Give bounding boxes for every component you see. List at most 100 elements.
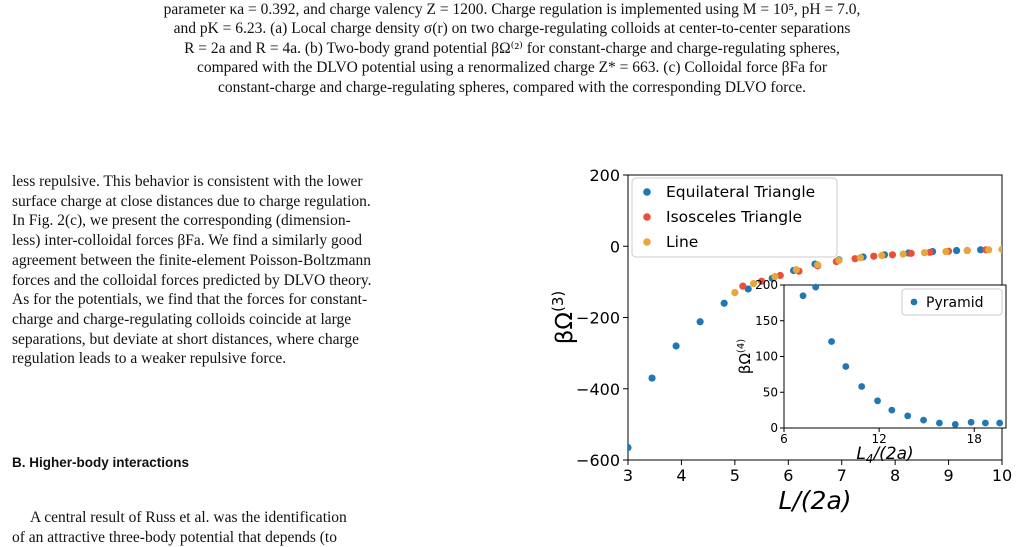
legend-box — [631, 177, 838, 258]
body-line: In Fig. 2(c), we present the correspondi… — [12, 212, 351, 230]
figure-caption: parameter κa = 0.392, and charge valency… — [14, 0, 1010, 97]
data-point — [985, 246, 993, 254]
legend-marker — [643, 188, 651, 196]
body-paragraph-2: A central result of Russ et al. was the … — [12, 508, 512, 547]
data-point — [814, 261, 822, 269]
caption-line: compared with the DLVO potential using a… — [197, 59, 827, 77]
inset-data-point — [842, 363, 850, 370]
data-point — [998, 245, 1002, 254]
body-line: less repulsive. This behavior is consist… — [12, 173, 363, 190]
inset-data-point — [996, 419, 1004, 427]
data-point — [851, 255, 859, 263]
data-point — [771, 272, 779, 281]
inset-data-point — [812, 283, 820, 291]
data-point — [952, 246, 961, 255]
data-point — [757, 277, 766, 285]
three-body-potential-chart: 3 4 5 6 7 8 9 10 −600 −400 −200 0 200 L/(2a) βΩ(3) Equi… — [549, 166, 1012, 515]
data-point — [672, 342, 680, 350]
y-tick-label: 0 — [610, 237, 620, 256]
legend-label: Isosceles Triangle — [666, 208, 802, 226]
inset-legend-box — [901, 288, 1003, 316]
y-tick-label: −600 — [576, 451, 620, 470]
caption-line: and pK = 6.23. (a) Local charge density … — [173, 20, 851, 38]
data-points — [628, 245, 1002, 452]
x-tick-label: 9 — [943, 466, 953, 485]
data-point — [696, 318, 704, 326]
inset-x-axis-label-rest: /(2a) — [871, 444, 913, 464]
data-point — [792, 266, 800, 274]
data-point — [977, 246, 985, 254]
legend-marker — [643, 238, 651, 246]
legend-marker — [643, 213, 651, 221]
data-point — [628, 443, 632, 452]
y-tick-label: 200 — [589, 166, 620, 185]
x-tick-label: 3 — [623, 466, 633, 485]
body-line: of an attractive three-body potential th… — [12, 528, 337, 546]
data-point — [907, 249, 915, 257]
legend-label: Line — [666, 233, 698, 251]
inset-y-axis-label-superscript: (4) — [736, 339, 747, 353]
body-line: charge and charge-regulating colloids co… — [12, 310, 352, 328]
data-point — [920, 249, 929, 257]
inset-data-point — [951, 421, 959, 428]
caption-line: R = 2a and R = 4a. (b) Two-body grand po… — [184, 39, 840, 57]
inset-y-tick-label: 150 — [755, 314, 778, 328]
inset-x-axis-label-subscript: 4 — [866, 452, 874, 466]
inset-x-tick-label: 12 — [872, 432, 887, 446]
x-tick-label: 4 — [676, 466, 686, 485]
inset-y-tick-label: 50 — [763, 385, 778, 399]
data-point — [856, 254, 865, 262]
legend-label: Equilateral Triangle — [666, 183, 815, 201]
data-point — [648, 374, 656, 382]
x-tick-label: 8 — [890, 466, 900, 485]
x-tick-label: 10 — [992, 466, 1012, 485]
inset-x-axis-label: L4/(2a) — [856, 444, 913, 466]
caption-line: constant-charge and charge-regulating sp… — [217, 78, 807, 96]
y-tick-label: −200 — [576, 309, 620, 328]
data-point — [744, 285, 752, 293]
y-axis-label: βΩ(3) — [549, 291, 578, 345]
inset-data-point — [967, 418, 975, 426]
data-point — [888, 251, 897, 259]
body-line: forces and the colloidal forces predicte… — [12, 271, 372, 289]
y-tick-label: −400 — [576, 380, 620, 399]
inset-data-points — [799, 283, 1004, 428]
caption-line: parameter κa = 0.392, and charge valency… — [163, 1, 861, 18]
section-heading: B. Higher-body interactions — [12, 455, 190, 470]
inset-data-point — [874, 397, 881, 405]
inset-data-point — [799, 292, 807, 300]
inset-y-tick-label: 100 — [755, 350, 778, 364]
y-axis-label-superscript: (3) — [549, 291, 567, 312]
inset-data-point — [888, 406, 896, 414]
body-line: As for the potentials, we find that the … — [12, 291, 368, 309]
body-line: separations, but deviate at short distan… — [12, 330, 360, 348]
body-line: less) inter-colloidal forces βFa. We fin… — [12, 232, 362, 250]
data-point — [963, 246, 971, 255]
inset-x-tick-label: 6 — [780, 432, 788, 446]
inset-data-point — [920, 416, 927, 424]
body-line: agreement between the finite-element Poi… — [12, 251, 371, 269]
data-point — [878, 251, 886, 260]
inset-y-tick-label: 200 — [755, 278, 778, 292]
data-point — [749, 280, 758, 288]
data-point — [739, 282, 747, 290]
x-tick-label: 7 — [837, 466, 847, 485]
body-line: A central result of Russ et al. was the … — [30, 509, 347, 526]
inset-y-axis-label: βΩ(4) — [736, 339, 754, 374]
x-tick-label: 5 — [730, 466, 740, 485]
data-point — [835, 256, 843, 265]
x-axis-label: L/(2a) — [778, 486, 851, 515]
inset-data-point — [904, 412, 912, 420]
inset-data-point — [828, 338, 835, 345]
data-point — [870, 252, 878, 260]
inset-data-point — [981, 419, 989, 427]
data-point — [926, 248, 934, 256]
inset-legend-label: Pyramid — [926, 295, 983, 311]
body-paragraph: less repulsive. This behavior is consist… — [12, 172, 512, 369]
x-tick-label: 6 — [783, 466, 793, 485]
data-point — [720, 299, 728, 307]
inset-legend-marker — [910, 298, 918, 306]
data-point — [899, 250, 907, 258]
body-line: regulation leads to a weaker repulsive f… — [12, 350, 287, 368]
data-point — [776, 271, 784, 280]
